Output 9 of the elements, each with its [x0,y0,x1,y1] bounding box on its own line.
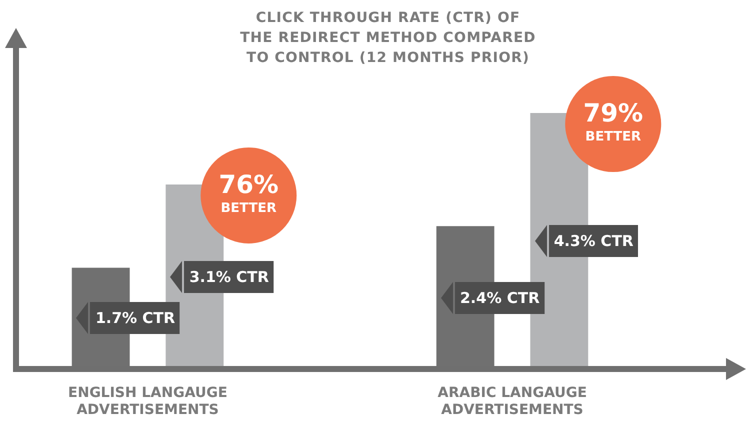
annotation: 79% BETTER [583,98,644,144]
x-tick-label: ENGLISH LANGAUGE ADVERTISEMENTS [68,385,228,418]
x-tick-label: ARABIC LANGAUGE ADVERTISEMENTS [438,385,587,418]
data-label: 1.7% CTR [95,309,176,328]
annotation: 76% BETTER [218,170,279,216]
data-label: 2.4% CTR [460,288,540,307]
chart-title: CLICK THROUGH RATE (CTR) OF THE REDIRECT METHOD COMPARED TO CONTROL (12 MONTHS PRIOR) [239,9,537,68]
data-label: 4.3% CTR [554,232,634,250]
data-label: 3.1% CTR [189,268,269,286]
